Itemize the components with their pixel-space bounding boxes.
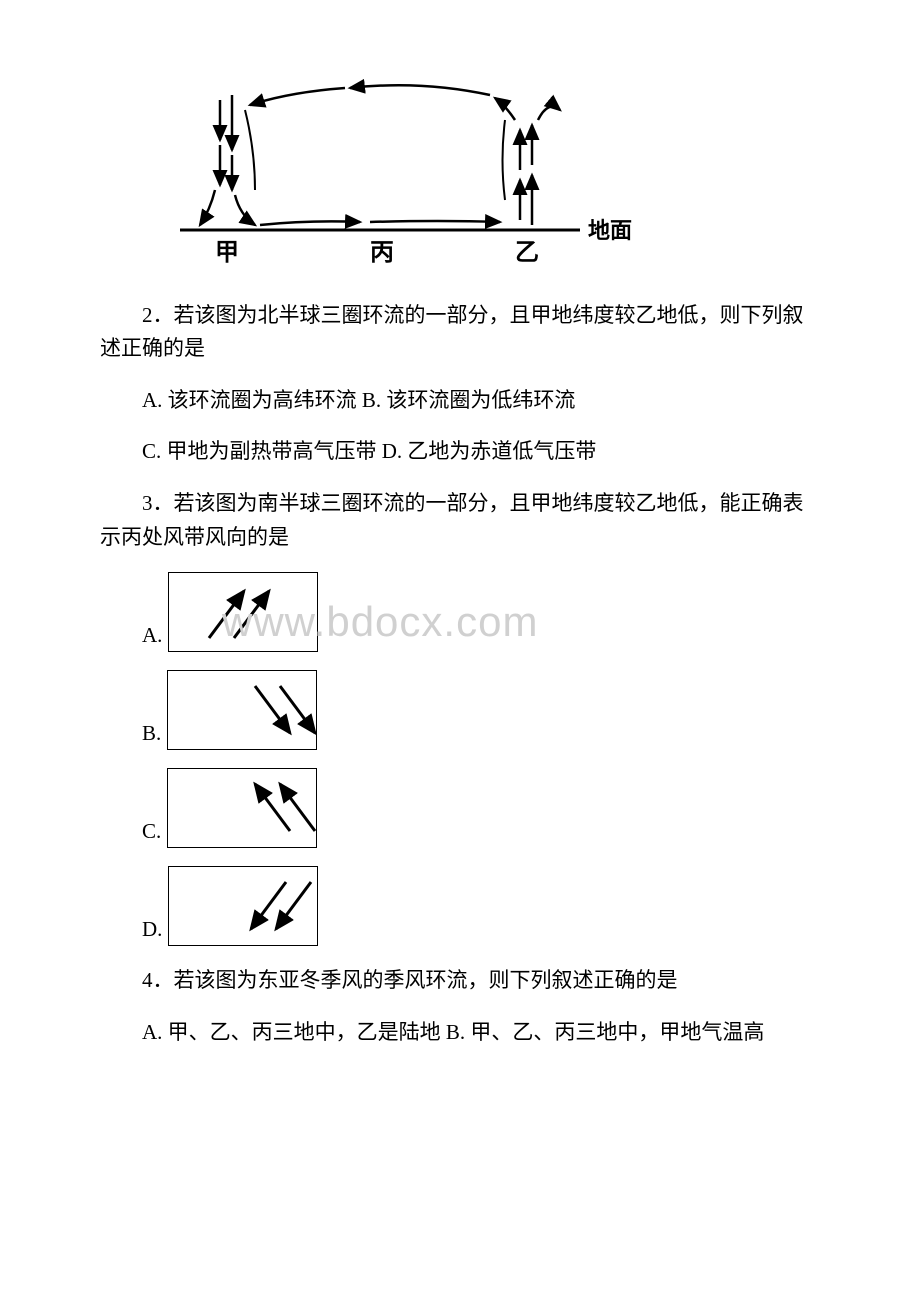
label-left: 甲 — [215, 240, 239, 266]
option-a-box — [168, 572, 318, 652]
option-b-box — [167, 670, 317, 750]
circulation-diagram: 甲 丙 乙 地面 — [160, 70, 820, 281]
option-d-label: D. — [100, 913, 162, 947]
question-3-text: 3．若该图为南半球三圈环流的一部分，且甲地纬度较乙地低，能正确表示丙处风带风向的… — [100, 487, 820, 554]
label-center: 丙 — [370, 240, 394, 266]
option-c-label: C. — [100, 815, 161, 849]
option-a-label: A. — [100, 619, 162, 653]
option-b-label: B. — [100, 717, 161, 751]
question-2-options-2: C. 甲地为副热带高气压带 D. 乙地为赤道低气压带 — [100, 435, 820, 469]
question-3-option-a-row: A. www.bdocx.com — [100, 572, 820, 652]
question-2-options-1: A. 该环流圈为高纬环流 B. 该环流圈为低纬环流 — [100, 384, 820, 418]
question-4-text: 4．若该图为东亚冬季风的季风环流，则下列叙述正确的是 — [100, 964, 820, 998]
option-d-box — [168, 866, 318, 946]
question-2-text: 2．若该图为北半球三圈环流的一部分，且甲地纬度较乙地低，则下列叙述正确的是 — [100, 299, 820, 366]
circulation-svg: 甲 丙 乙 地面 — [160, 70, 640, 270]
label-ground: 地面 — [588, 218, 632, 243]
label-right: 乙 — [515, 240, 539, 266]
option-c-box — [167, 768, 317, 848]
question-4-options-1: A. 甲、乙、丙三地中，乙是陆地 B. 甲、乙、丙三地中，甲地气温高 — [100, 1016, 820, 1050]
question-3-option-d-row: D. — [100, 866, 820, 946]
question-3-option-b-row: B. — [100, 670, 820, 750]
question-3-option-c-row: C. — [100, 768, 820, 848]
